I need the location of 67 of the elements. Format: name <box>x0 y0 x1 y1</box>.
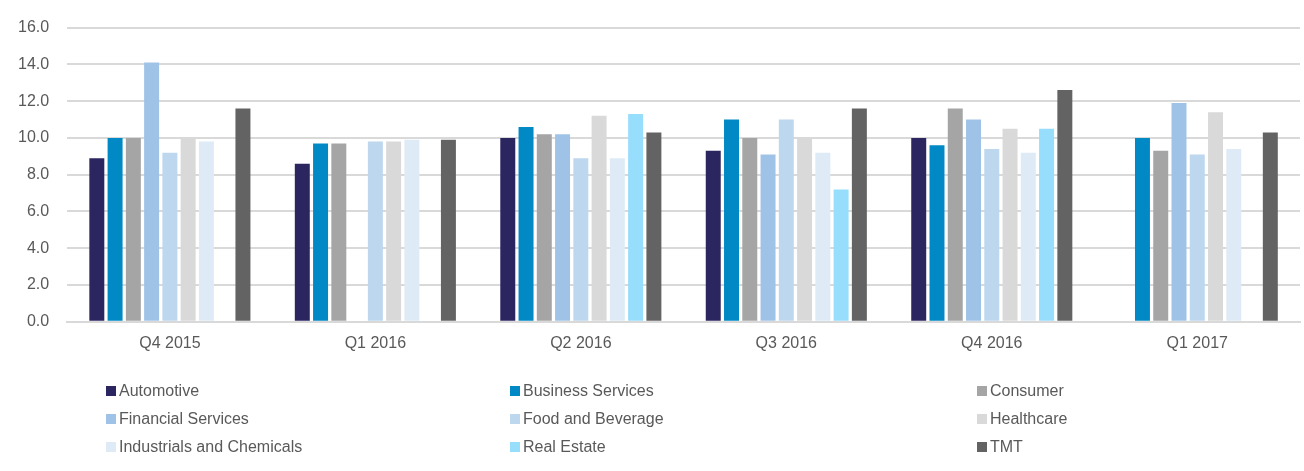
bar <box>500 137 516 321</box>
legend-label: Automotive <box>118 381 201 401</box>
x-tick-label: Q1 2017 <box>1166 333 1229 351</box>
bar <box>235 108 251 321</box>
bar <box>1171 102 1187 321</box>
bar <box>404 139 420 321</box>
bar <box>833 189 849 321</box>
bar <box>705 150 721 321</box>
x-tick-label: Q2 2016 <box>550 333 612 351</box>
bar <box>966 119 982 321</box>
bar <box>911 137 927 321</box>
bar <box>1153 150 1169 321</box>
legend-label: Real Estate <box>522 437 607 457</box>
bar <box>778 119 794 321</box>
x-tick-label: Q1 2016 <box>344 333 407 351</box>
y-tick-label: 14.0 <box>18 54 50 72</box>
bar <box>628 114 644 321</box>
bar <box>331 143 347 321</box>
bar <box>198 141 214 321</box>
y-tick-label: 8.0 <box>26 165 50 183</box>
bar <box>313 143 329 321</box>
y-tick-label: 2.0 <box>26 275 50 293</box>
legend-label: Financial Services <box>118 409 250 429</box>
bar <box>742 137 758 321</box>
bar <box>125 137 141 321</box>
bar <box>984 148 1000 321</box>
legend-label: Industrials and Chemicals <box>118 437 304 457</box>
bar <box>646 132 662 321</box>
bar <box>294 163 310 321</box>
y-tick-label: 0.0 <box>26 312 50 330</box>
bar <box>1039 128 1055 321</box>
bar <box>929 145 945 321</box>
y-tick-label: 10.0 <box>18 128 50 146</box>
bar <box>1134 137 1150 321</box>
legend-label: TMT <box>989 437 1024 457</box>
y-tick-label: 6.0 <box>26 201 50 219</box>
bar <box>1189 154 1205 321</box>
bar <box>760 154 776 321</box>
legend-label: Consumer <box>989 381 1065 401</box>
x-tick-label: Q4 2016 <box>961 333 1023 351</box>
bar <box>815 152 831 321</box>
bar <box>724 119 739 321</box>
legend-label: Food and Beverage <box>522 409 665 429</box>
y-tick-label: 12.0 <box>18 91 50 109</box>
bar <box>144 62 160 321</box>
bar <box>518 126 534 321</box>
bar <box>89 158 105 321</box>
bar <box>573 158 589 321</box>
y-tick-label: 4.0 <box>26 238 50 256</box>
bar <box>947 108 963 321</box>
bar <box>440 139 456 321</box>
bar <box>1057 90 1073 321</box>
y-tick-label: 16.0 <box>18 18 50 36</box>
bar <box>367 141 383 321</box>
bar <box>1020 152 1036 321</box>
bar <box>162 152 178 321</box>
legend-label: Business Services <box>522 381 655 401</box>
bar <box>555 134 571 321</box>
bar <box>107 137 123 321</box>
bar <box>851 108 867 321</box>
x-tick-label: Q4 2015 <box>139 333 201 351</box>
legend-label: Healthcare <box>989 409 1069 429</box>
bar <box>1262 132 1278 321</box>
x-tick-label: Q3 2016 <box>755 333 818 351</box>
bar <box>609 158 625 321</box>
bar <box>1226 148 1242 321</box>
bar <box>536 134 552 321</box>
